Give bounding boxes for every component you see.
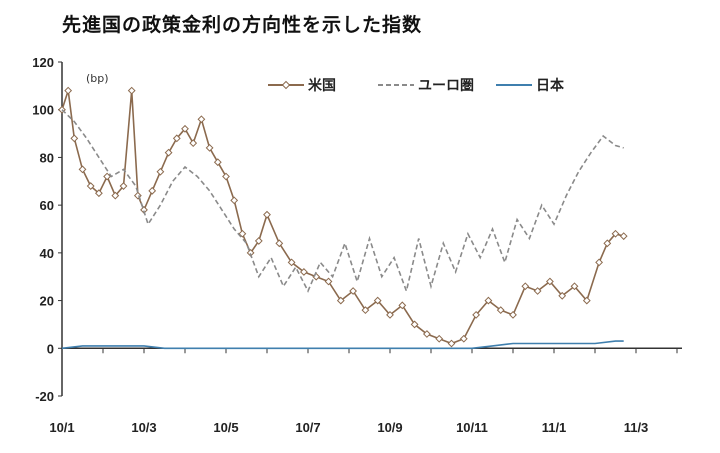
- data-point: [349, 287, 358, 295]
- y-tick-label: 0: [47, 341, 54, 356]
- data-point: [70, 134, 79, 143]
- y-tick-label: 100: [32, 103, 54, 118]
- data-point: [263, 210, 271, 219]
- y-tick-label: 40: [40, 246, 54, 261]
- data-point: [361, 306, 370, 315]
- data-point: [172, 134, 181, 143]
- data-point: [197, 115, 206, 124]
- y-tick-label: 60: [40, 198, 54, 213]
- data-point: [595, 258, 604, 267]
- legend-label: 米国: [308, 77, 336, 94]
- data-point: [111, 191, 120, 200]
- data-point: [386, 310, 394, 319]
- data-point: [509, 310, 517, 319]
- data-point: [94, 189, 103, 198]
- data-point: [103, 172, 112, 181]
- data-point: [119, 182, 128, 190]
- legend: 米国 ユーロ圏 日本: [268, 77, 565, 94]
- data-point: [148, 186, 157, 195]
- x-tick-label: 10/11: [456, 420, 488, 435]
- data-point: [582, 296, 591, 305]
- data-point: [312, 272, 321, 281]
- data-point: [570, 282, 579, 291]
- y-tick-label: 120: [32, 55, 54, 70]
- y-tick-label: -20: [35, 389, 54, 404]
- data-point: [287, 258, 296, 267]
- data-point: [496, 306, 505, 315]
- data-point: [213, 158, 222, 167]
- data-point: [78, 165, 87, 174]
- data-point: [86, 182, 95, 190]
- data-point: [533, 287, 542, 295]
- data-point: [558, 291, 567, 300]
- data-point: [164, 148, 173, 157]
- data-point: [603, 239, 612, 248]
- x-tick-label: 10/7: [295, 420, 320, 435]
- data-point: [336, 296, 345, 305]
- data-point: [127, 86, 136, 95]
- data-point: [619, 232, 628, 241]
- data-point: [422, 330, 431, 338]
- data-point: [545, 277, 554, 286]
- x-tick-label: 11/1: [542, 420, 567, 435]
- data-point: [472, 310, 481, 319]
- unit-annotation: (bp): [86, 72, 109, 85]
- x-tick-label: 10/5: [213, 420, 238, 435]
- data-point: [156, 167, 165, 176]
- series-line: [61, 90, 624, 345]
- y-tick-label: 80: [40, 150, 54, 165]
- series-layer: [58, 86, 628, 350]
- y-tick-label: 20: [40, 294, 54, 309]
- data-point: [189, 139, 198, 148]
- data-point: [64, 86, 73, 95]
- data-point: [299, 268, 308, 276]
- data-point: [254, 237, 263, 245]
- x-tick-label: 11/3: [624, 420, 649, 435]
- series-line: [61, 340, 624, 350]
- data-point: [324, 277, 333, 286]
- x-tick-label: 10/1: [49, 420, 74, 435]
- data-point: [611, 229, 620, 238]
- x-tick-label: 10/3: [131, 420, 156, 435]
- data-point: [410, 320, 419, 329]
- data-point: [435, 334, 444, 343]
- data-point: [238, 229, 247, 238]
- data-point: [459, 334, 468, 343]
- series-line: [61, 109, 624, 294]
- chart-title: 先進国の政策金利の方向性を示した指数: [62, 14, 423, 36]
- data-point: [205, 143, 214, 152]
- data-point: [484, 296, 493, 305]
- legend-label: ユーロ圏: [418, 78, 474, 94]
- data-point: [521, 282, 530, 291]
- data-point: [275, 239, 284, 248]
- x-tick-label: 10/9: [377, 420, 402, 435]
- data-point: [447, 339, 456, 348]
- data-point: [398, 301, 407, 310]
- data-point: [373, 296, 382, 305]
- legend-label: 日本: [536, 77, 565, 94]
- legend-marker: [281, 80, 291, 90]
- data-point: [230, 196, 239, 205]
- data-point: [222, 172, 230, 181]
- data-point: [181, 124, 189, 133]
